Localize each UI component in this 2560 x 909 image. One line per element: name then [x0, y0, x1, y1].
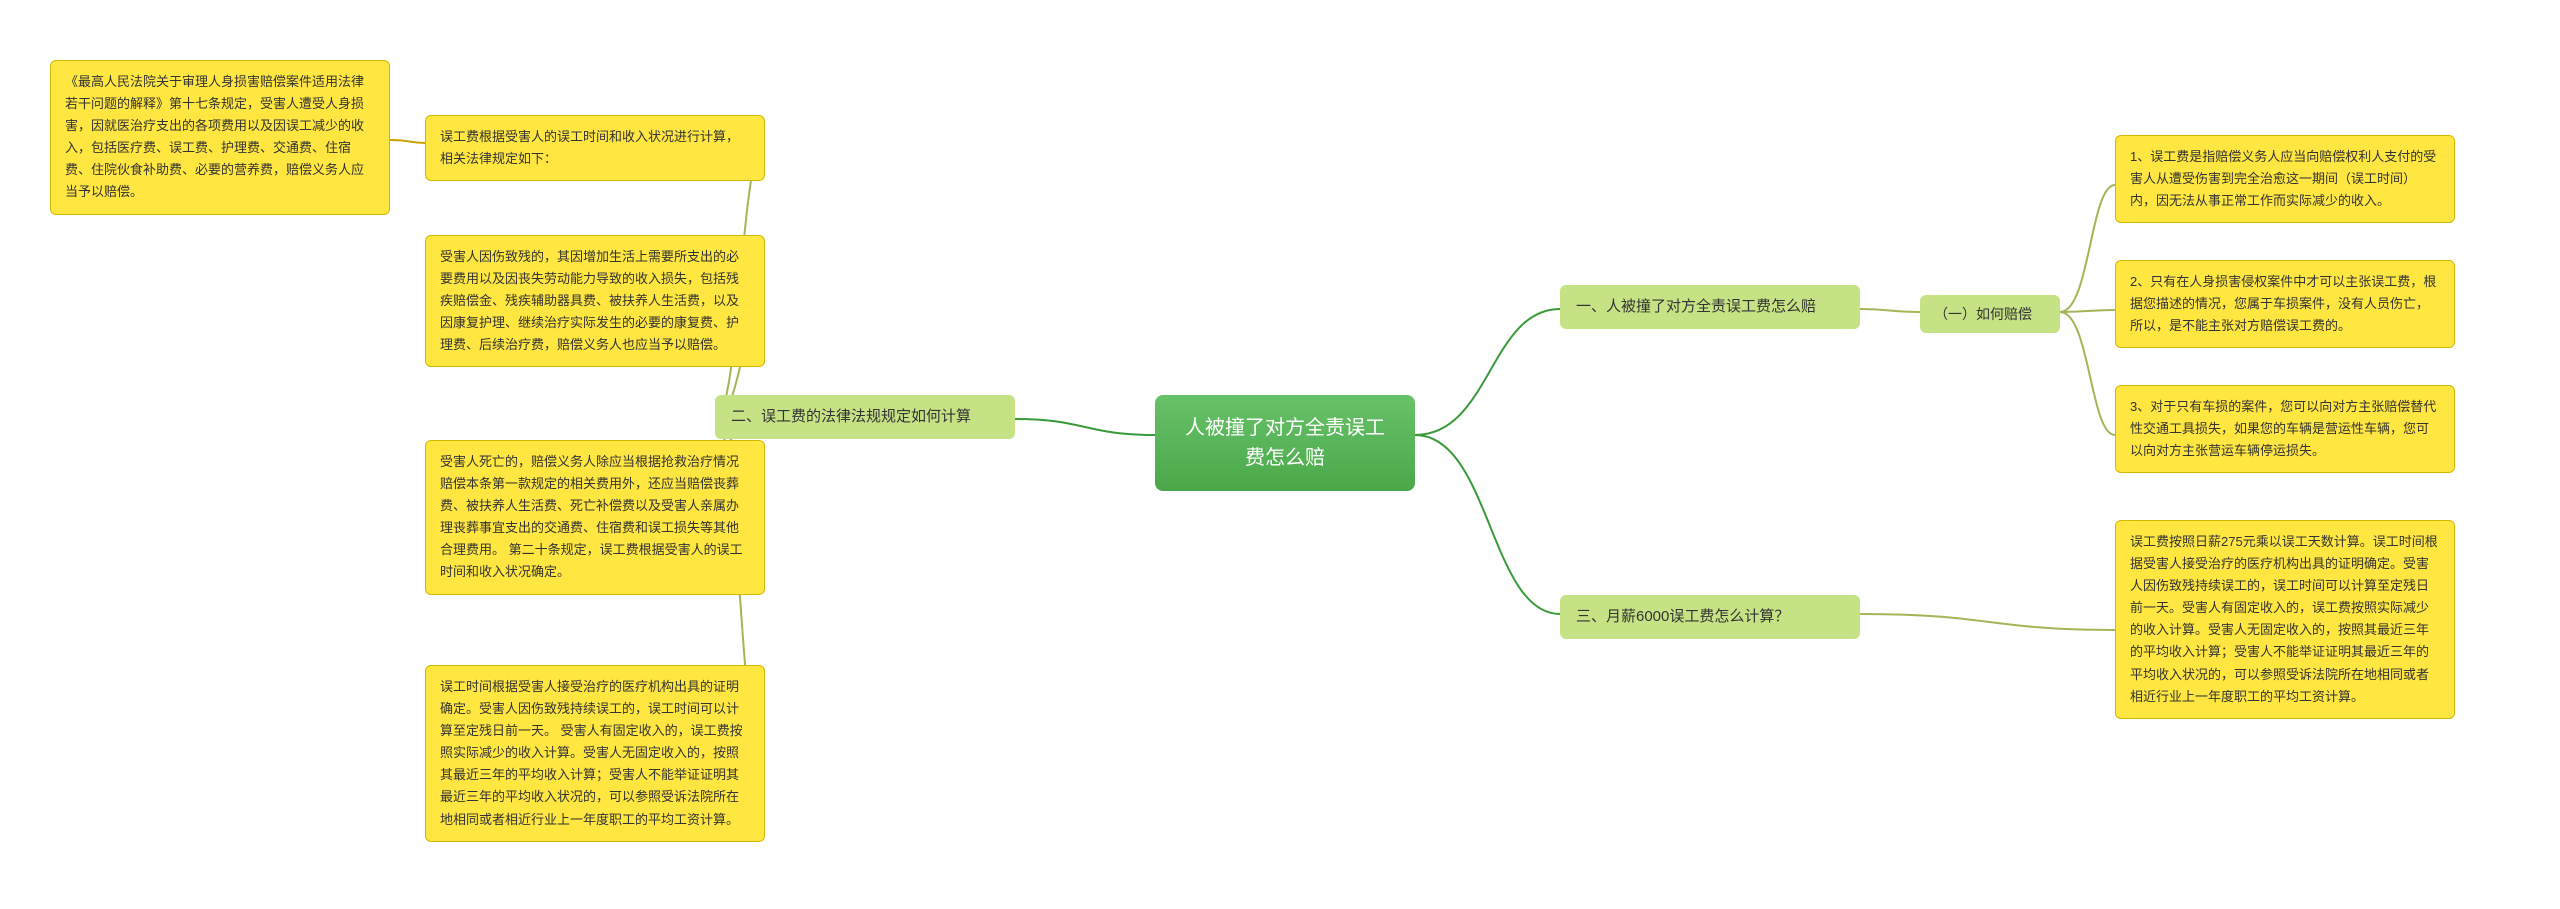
connector [1860, 614, 2115, 630]
connector [1415, 435, 1560, 614]
branch-1: 一、人被撞了对方全责误工费怎么赔 [1560, 285, 1860, 329]
leaf-2c: 受害人因伤致残的，其因增加生活上需要所支出的必要费用以及因丧失劳动能力导致的收入… [425, 235, 765, 367]
connector [2060, 310, 2115, 312]
leaf-1b: 2、只有在人身损害侵权案件中才可以主张误工费，根据您描述的情况，您属于车损案件，… [2115, 260, 2455, 348]
leaf-3: 误工费按照日薪275元乘以误工天数计算。误工时间根据受害人接受治疗的医疗机构出具… [2115, 520, 2455, 719]
connector [2060, 185, 2115, 312]
connector [1415, 309, 1560, 435]
leaf-1c: 3、对于只有车损的案件，您可以向对方主张赔偿替代性交通工具损失，如果您的车辆是营… [2115, 385, 2455, 473]
leaf-2d: 受害人死亡的，赔偿义务人除应当根据抢救治疗情况赔偿本条第一款规定的相关费用外，还… [425, 440, 765, 595]
root-node: 人被撞了对方全责误工费怎么赔 [1155, 395, 1415, 491]
connector [1860, 309, 1920, 312]
leaf-1a: 1、误工费是指赔偿义务人应当向赔偿权利人支付的受害人从遭受伤害到完全治愈这一期间… [2115, 135, 2455, 223]
leaf-2b: 误工费根据受害人的误工时间和收入状况进行计算，相关法律规定如下： [425, 115, 765, 181]
connector [1015, 419, 1155, 435]
branch-3: 三、月薪6000误工费怎么计算？ [1560, 595, 1860, 639]
connector [2060, 312, 2115, 435]
leaf-2e: 误工时间根据受害人接受治疗的医疗机构出具的证明确定。受害人因伤致残持续误工的，误… [425, 665, 765, 842]
branch-1-sub: （一）如何赔偿 [1920, 295, 2060, 333]
leaf-2a: 《最高人民法院关于审理人身损害赔偿案件适用法律若干问题的解释》第十七条规定，受害… [50, 60, 390, 215]
connector [390, 140, 425, 143]
branch-2: 二、误工费的法律法规规定如何计算 [715, 395, 1015, 439]
